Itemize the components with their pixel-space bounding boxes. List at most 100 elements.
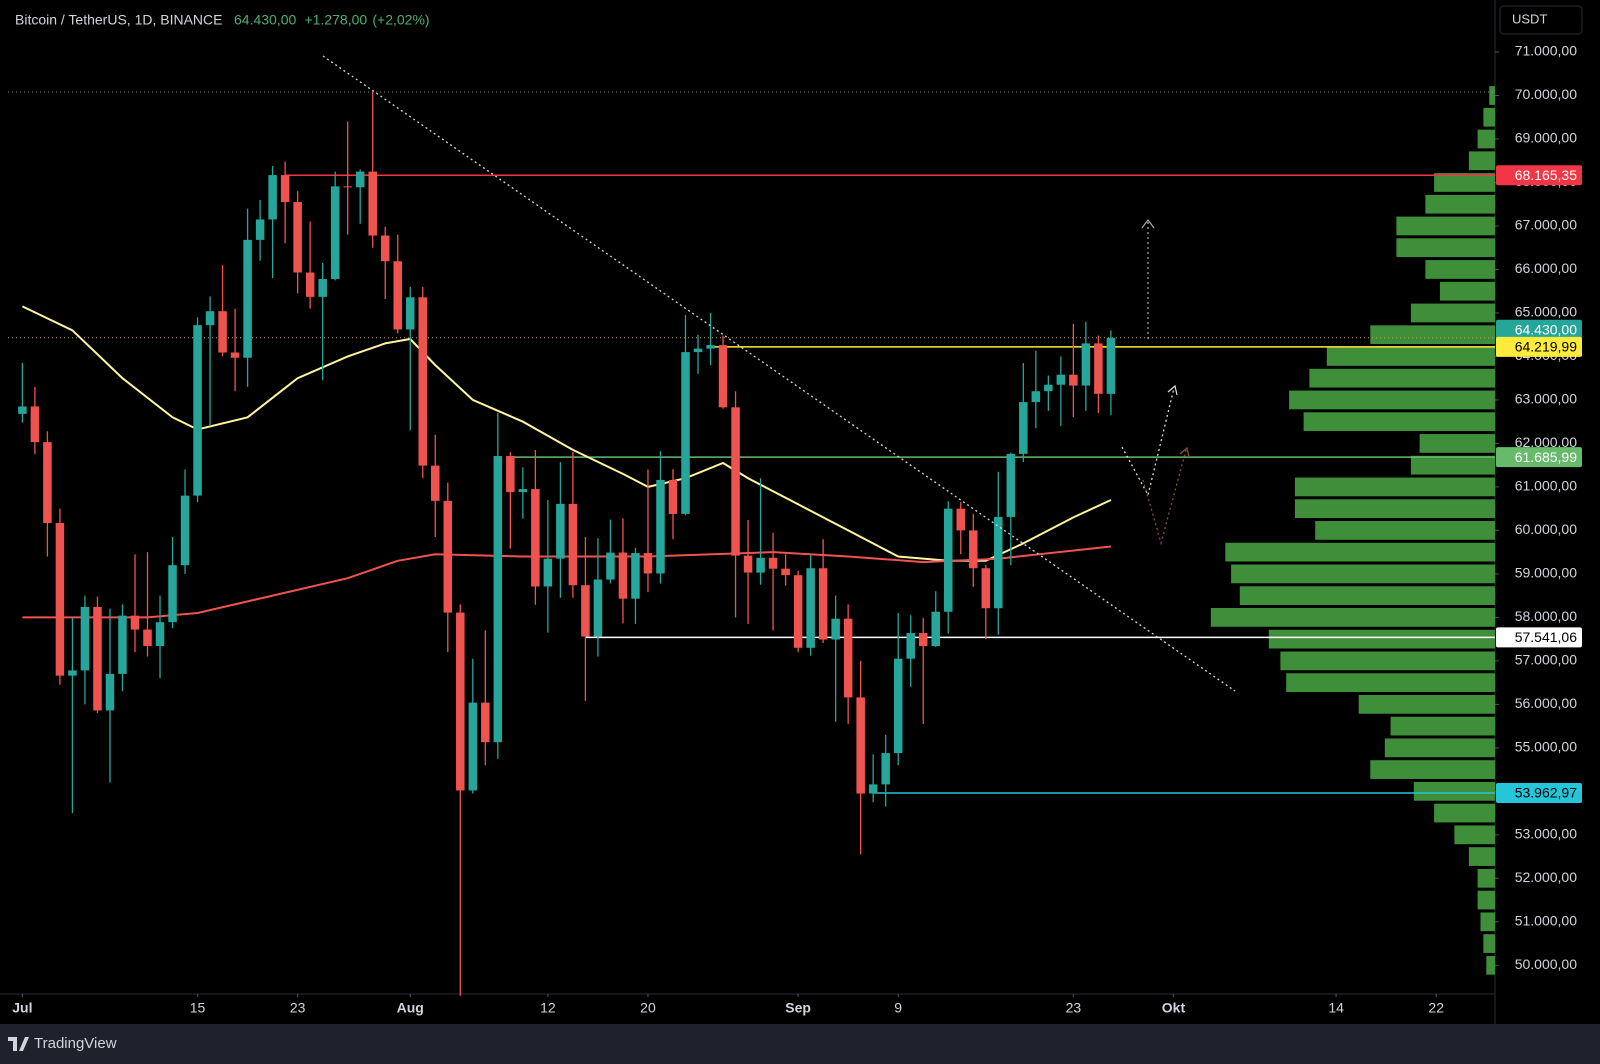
candle-body xyxy=(168,565,177,623)
candle-body xyxy=(343,186,352,188)
volume-bar xyxy=(1483,107,1495,127)
candle-body xyxy=(693,348,703,353)
candle-body xyxy=(981,568,991,609)
candle-body xyxy=(380,235,390,262)
x-tick-label: Jul xyxy=(12,1000,32,1016)
candle-body xyxy=(443,500,453,613)
y-tick-label: 70.000,00 xyxy=(1515,86,1577,102)
candle-body xyxy=(1031,391,1041,403)
candle-body xyxy=(931,611,940,647)
volume-bar xyxy=(1480,912,1495,932)
volume-bar xyxy=(1468,151,1495,171)
x-tick-label: 12 xyxy=(540,1000,556,1016)
volume-bar xyxy=(1477,890,1495,910)
candle-body xyxy=(268,175,277,220)
volume-bar xyxy=(1425,194,1495,214)
candle-body xyxy=(543,558,553,587)
candle-body xyxy=(618,552,628,599)
y-tick-label: 71.000,00 xyxy=(1515,43,1577,59)
x-tick-label: 9 xyxy=(894,1000,902,1016)
volume-bar xyxy=(1326,347,1495,366)
y-tick-label: 55.000,00 xyxy=(1515,739,1577,755)
volume-bar xyxy=(1210,608,1495,627)
candle-body xyxy=(593,579,603,637)
level-box xyxy=(1496,782,1582,803)
alt-scenario-path xyxy=(1142,449,1187,546)
candle-body xyxy=(93,606,102,711)
candle-body xyxy=(768,557,778,569)
y-tick-label: 51.000,00 xyxy=(1515,913,1577,929)
currency[interactable]: USDT xyxy=(1512,11,1547,26)
candle-body xyxy=(43,442,52,524)
candle-body xyxy=(155,622,165,647)
candle-body xyxy=(493,456,503,743)
candle-body xyxy=(793,575,803,648)
volume-bar xyxy=(1390,716,1495,736)
moving-average xyxy=(22,545,1112,619)
candle-body xyxy=(1056,374,1066,385)
moving-average xyxy=(21,305,1112,562)
level-label: 53.962,97 xyxy=(1515,785,1577,801)
candle-body xyxy=(994,516,1003,609)
candle-body xyxy=(318,279,327,297)
volume-bar xyxy=(1419,434,1495,453)
last-price: 64.430,00 xyxy=(234,12,296,28)
y-tick-label: 63.000,00 xyxy=(1515,391,1577,407)
moving-averages xyxy=(21,305,1112,619)
volume-bar xyxy=(1413,781,1495,801)
volume-bar xyxy=(1434,173,1495,192)
candle-body xyxy=(1106,337,1116,394)
candle-body xyxy=(656,479,665,574)
candle-body xyxy=(718,345,728,408)
candle-body xyxy=(18,406,27,414)
candle-body xyxy=(456,612,465,791)
y-tick-label: 62.000,00 xyxy=(1515,434,1577,450)
candle-body xyxy=(180,495,190,566)
volume-bar xyxy=(1294,477,1495,497)
level-box xyxy=(1496,336,1582,357)
volume-bar xyxy=(1294,499,1495,519)
x-tick-label: 23 xyxy=(1066,1000,1082,1016)
candle-body xyxy=(881,753,890,785)
candle-body xyxy=(368,171,377,236)
candle-body xyxy=(1069,374,1078,386)
candle-body xyxy=(506,456,515,493)
candle-body xyxy=(581,585,590,637)
candle-body xyxy=(756,557,765,573)
candle-body xyxy=(969,530,978,569)
volume-bar xyxy=(1425,260,1495,279)
volume-bar xyxy=(1396,238,1495,258)
candle-body xyxy=(355,171,365,188)
candle-body xyxy=(105,673,115,711)
volume-bar xyxy=(1239,586,1495,606)
candle-body xyxy=(706,345,715,349)
volume-bar xyxy=(1468,847,1495,866)
volume-bar xyxy=(1280,651,1495,671)
last-price-box xyxy=(1496,319,1582,340)
volume-bar xyxy=(1454,825,1495,845)
y-tick-label: 53.000,00 xyxy=(1515,826,1577,842)
y-tick-label: 59.000,00 xyxy=(1515,565,1577,581)
currency-box[interactable] xyxy=(1499,5,1583,35)
candle-body xyxy=(468,702,478,791)
candle-body xyxy=(193,325,202,496)
candle-body xyxy=(518,489,528,493)
x-tick-label: 23 xyxy=(290,1000,306,1016)
candle-body xyxy=(68,670,77,676)
y-tick-label: 52.000,00 xyxy=(1515,869,1577,885)
candle-body xyxy=(130,615,140,630)
candle-body xyxy=(631,553,640,599)
volume-bar xyxy=(1286,673,1495,692)
x-tick-label: Sep xyxy=(785,1000,811,1016)
candle-body xyxy=(556,503,565,559)
x-tick-label: Aug xyxy=(397,1000,424,1016)
y-tick-label: 61.000,00 xyxy=(1515,478,1577,494)
y-tick-label: 69.000,00 xyxy=(1515,130,1577,146)
candle-body xyxy=(230,352,240,358)
y-tick-label: 60.000,00 xyxy=(1515,521,1577,537)
levels xyxy=(8,91,1495,794)
volume-bar xyxy=(1358,694,1495,714)
candle-body xyxy=(418,297,428,466)
candle-body xyxy=(568,503,578,586)
